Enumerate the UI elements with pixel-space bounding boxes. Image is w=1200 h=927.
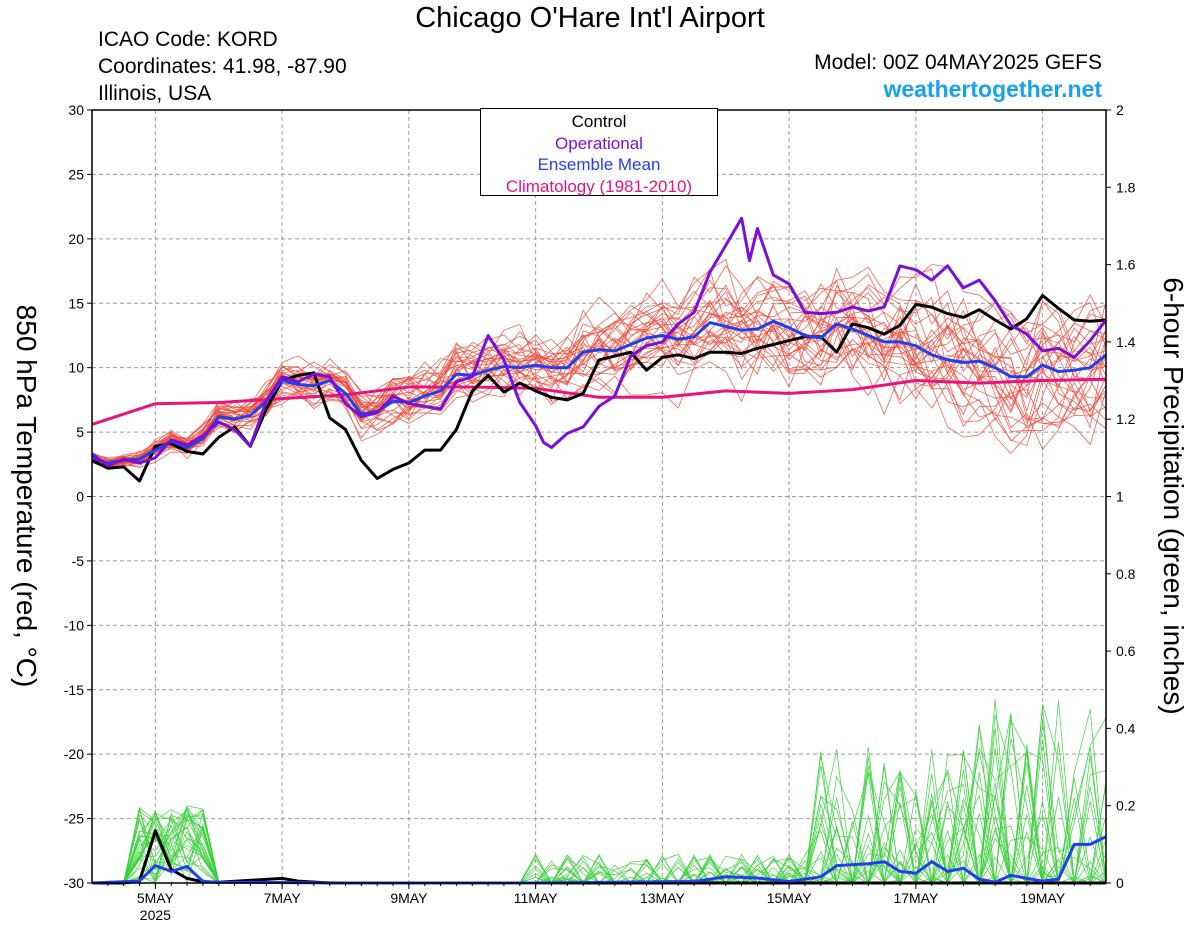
y-tick-left: 30 bbox=[68, 102, 84, 118]
coordinates: Coordinates: 41.98, -87.90 bbox=[98, 55, 347, 78]
y-axis-left-label: 850 hPa Temperature (red, °C) bbox=[11, 304, 42, 688]
temp-member-line bbox=[91, 312, 1107, 465]
temp-member-line bbox=[91, 306, 1107, 464]
temp-member-line bbox=[91, 309, 1107, 465]
y-axis-right-label: 6-hour Precipitation (green, inches) bbox=[1158, 277, 1189, 715]
x-tick-label: 7MAY bbox=[264, 890, 302, 906]
y-tick-left: 25 bbox=[68, 166, 84, 182]
precip-member-line bbox=[92, 714, 1106, 884]
y-tick-right: 0.6 bbox=[1116, 643, 1136, 659]
y-tick-right: 0.2 bbox=[1116, 798, 1136, 814]
legend-climatology: Climatology (1981-2010) bbox=[505, 176, 693, 196]
site-link[interactable]: weathertogether.net bbox=[883, 76, 1102, 102]
x-tick-label: 5MAY bbox=[137, 890, 175, 906]
y-tick-left: -20 bbox=[64, 746, 84, 762]
legend-control: Control bbox=[571, 112, 627, 131]
precip-member-line bbox=[92, 718, 1106, 885]
y-tick-right: 0 bbox=[1116, 875, 1124, 891]
y-tick-left: 15 bbox=[68, 295, 84, 311]
temp-ensemble-mean-line bbox=[91, 319, 1107, 465]
temp-control-line bbox=[91, 294, 1107, 483]
y-tick-left: 10 bbox=[68, 360, 84, 376]
y-tick-left: 20 bbox=[68, 231, 84, 247]
y-tick-right: 1.2 bbox=[1116, 411, 1136, 427]
chart-axes: 302520151050-5-10-15-20-25-3021.81.61.41… bbox=[64, 102, 1136, 923]
y-tick-left: -15 bbox=[64, 682, 84, 698]
precip-member-line bbox=[92, 713, 1107, 884]
legend-ensemble-mean: Ensemble Mean bbox=[537, 155, 661, 174]
legend-operational: Operational bbox=[555, 133, 643, 153]
chart-grid bbox=[92, 109, 1106, 884]
x-tick-label: 19MAY bbox=[1020, 890, 1066, 906]
y-tick-right: 2 bbox=[1116, 102, 1124, 118]
x-tick-label: 9MAY bbox=[390, 890, 428, 906]
y-tick-right: 1.8 bbox=[1116, 179, 1136, 195]
region: Illinois, USA bbox=[98, 82, 212, 105]
y-tick-left: 5 bbox=[76, 424, 84, 440]
temp-member-line bbox=[91, 302, 1107, 467]
y-tick-left: 0 bbox=[76, 489, 84, 505]
x-tick-label: 15MAY bbox=[767, 890, 813, 906]
chart-series bbox=[91, 216, 1108, 885]
temp-member-line bbox=[91, 280, 1107, 468]
temp-operational-line bbox=[91, 216, 1108, 468]
y-tick-left: -25 bbox=[64, 811, 84, 827]
x-tick-label: 13MAY bbox=[640, 890, 686, 906]
y-tick-right: 1.6 bbox=[1116, 257, 1136, 273]
precip-ensemble-mean-line bbox=[91, 835, 1107, 885]
y-tick-left: -10 bbox=[64, 617, 84, 633]
model-run: Model: 00Z 04MAY2025 GEFS bbox=[814, 51, 1102, 74]
y-tick-right: 0.4 bbox=[1116, 720, 1136, 736]
y-tick-left: -5 bbox=[72, 553, 85, 569]
precip-member-line bbox=[92, 717, 1107, 885]
chart-title: Chicago O'Hare Int'l Airport bbox=[415, 2, 765, 34]
y-tick-left: -30 bbox=[64, 875, 84, 891]
icao-code: ICAO Code: KORD bbox=[98, 28, 278, 51]
precip-member-line bbox=[92, 709, 1107, 884]
y-tick-right: 0.8 bbox=[1116, 566, 1136, 582]
ensemble-members-precip bbox=[92, 699, 1107, 885]
x-tick-label: 11MAY bbox=[514, 890, 558, 906]
x-tick-sublabel: 2025 bbox=[140, 907, 171, 923]
y-tick-right: 1 bbox=[1116, 489, 1124, 505]
precip-member-line bbox=[92, 713, 1106, 885]
x-tick-label: 17MAY bbox=[893, 890, 939, 906]
chart-legend: Control Operational Ensemble Mean Climat… bbox=[480, 108, 718, 196]
temp-climatology-1981-2010-line bbox=[91, 377, 1107, 426]
y-tick-right: 1.4 bbox=[1116, 334, 1136, 350]
